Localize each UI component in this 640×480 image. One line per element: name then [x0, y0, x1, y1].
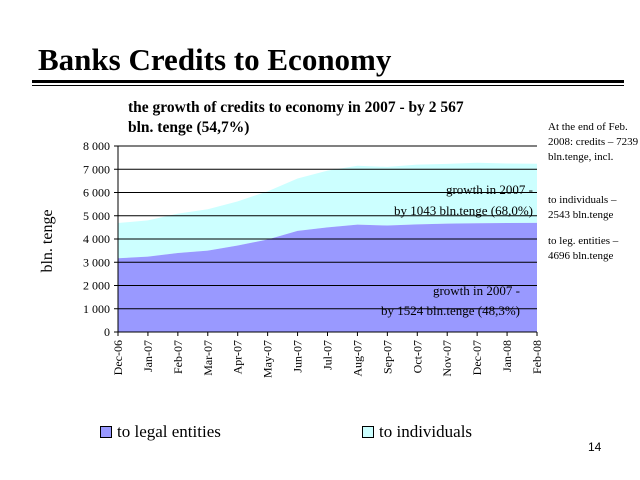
y-tick-label: 0 [104, 325, 110, 339]
x-tick-label: Sep-07 [380, 340, 394, 374]
slide-title: Banks Credits to Economy [38, 42, 392, 77]
y-tick-label: 3 000 [83, 255, 110, 269]
annotation-individuals-growth-line2: by 1043 bln.tenge (68,0%) [394, 203, 533, 218]
chart-title: the growth of credits to economy in 2007… [128, 99, 464, 137]
title-underline [32, 80, 624, 83]
x-tick-label: May-07 [261, 340, 275, 378]
legend-swatch-individuals [362, 426, 374, 438]
x-tick-label: Nov-07 [440, 340, 454, 377]
note-legal-entities: to leg. entities – 4696 bln.tenge [548, 235, 619, 262]
y-tick-label: 2 000 [83, 279, 110, 293]
annotation-legal-growth-line1: growth in 2007 - [433, 283, 520, 298]
area-series-individuals [118, 162, 537, 259]
annotation-legal-growth-line2: by 1524 bln.tenge (48,3%) [381, 303, 520, 318]
y-tick-label: 4 000 [83, 232, 110, 246]
x-tick-label: Jan-08 [500, 340, 514, 372]
x-tick-label: Mar-07 [201, 340, 215, 376]
note-end-feb-2008: At the end of Feb. 2008: credits – 7239 … [548, 121, 639, 163]
annotation-individuals-growth-line1: growth in 2007 - [446, 182, 533, 197]
x-tick-label: Oct-07 [410, 340, 424, 373]
legend-swatch-legal-entities [100, 426, 112, 438]
legend-item-individuals: to individuals [362, 422, 472, 442]
y-tick-label: 8 000 [83, 139, 110, 153]
x-tick-label: Jan-07 [141, 340, 155, 372]
area-series-legal-entities [118, 222, 537, 332]
x-tick-label: Jun-07 [291, 340, 305, 373]
x-tick-label: Aug-07 [350, 340, 364, 377]
x-tick-label: Dec-06 [111, 340, 125, 375]
legend-label-legal-entities: to legal entities [117, 422, 221, 441]
x-tick-label: Apr-07 [231, 340, 245, 374]
legend-item-legal-entities: to legal entities [100, 422, 221, 442]
y-axis-title: bln. tenge [39, 209, 56, 272]
y-tick-label: 1 000 [83, 302, 110, 316]
x-tick-label: Dec-07 [470, 340, 484, 375]
y-tick-label: 6 000 [83, 186, 110, 200]
title-underline-thin [32, 85, 624, 86]
y-tick-label: 7 000 [83, 162, 110, 176]
page-number: 14 [588, 440, 602, 454]
note-individuals: to individuals – 2543 bln.tenge [548, 194, 617, 221]
y-tick-label: 5 000 [83, 209, 110, 223]
legend-label-individuals: to individuals [379, 422, 473, 441]
x-tick-label: Feb-07 [171, 340, 185, 374]
x-tick-label: Jul-07 [321, 340, 335, 370]
x-tick-label: Feb-08 [530, 340, 544, 374]
